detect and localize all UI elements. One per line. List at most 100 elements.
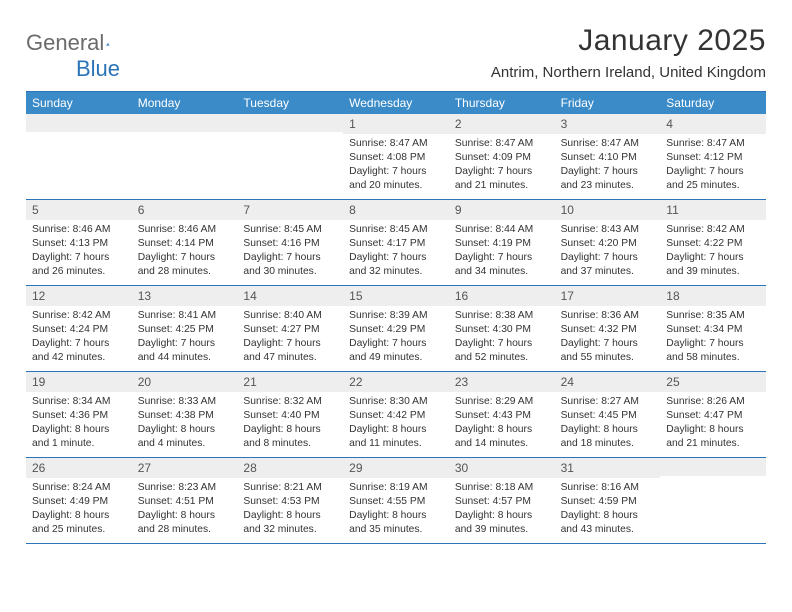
day-body: Sunrise: 8:27 AMSunset: 4:45 PMDaylight:… [555, 392, 661, 457]
sunset-line: Sunset: 4:47 PM [666, 409, 760, 423]
sunset-line: Sunset: 4:29 PM [349, 323, 443, 337]
sunset-line: Sunset: 4:19 PM [455, 237, 549, 251]
weekday-header-row: SundayMondayTuesdayWednesdayThursdayFrid… [26, 92, 766, 114]
sunset-line: Sunset: 4:38 PM [138, 409, 232, 423]
sunset-line: Sunset: 4:25 PM [138, 323, 232, 337]
day-cell: 17Sunrise: 8:36 AMSunset: 4:32 PMDayligh… [555, 286, 661, 371]
day-cell: 14Sunrise: 8:40 AMSunset: 4:27 PMDayligh… [237, 286, 343, 371]
sunrise-line: Sunrise: 8:18 AM [455, 481, 549, 495]
day-body: Sunrise: 8:33 AMSunset: 4:38 PMDaylight:… [132, 392, 238, 457]
day-body: Sunrise: 8:45 AMSunset: 4:16 PMDaylight:… [237, 220, 343, 285]
sunrise-line: Sunrise: 8:46 AM [32, 223, 126, 237]
sunrise-line: Sunrise: 8:47 AM [666, 137, 760, 151]
daylight-line: Daylight: 8 hours and 14 minutes. [455, 423, 549, 451]
week-row: 12Sunrise: 8:42 AMSunset: 4:24 PMDayligh… [26, 286, 766, 372]
page-title: January 2025 [491, 24, 766, 58]
day-body: Sunrise: 8:41 AMSunset: 4:25 PMDaylight:… [132, 306, 238, 371]
sunrise-line: Sunrise: 8:45 AM [349, 223, 443, 237]
day-number: 15 [343, 286, 449, 306]
sunrise-line: Sunrise: 8:47 AM [561, 137, 655, 151]
day-cell: 2Sunrise: 8:47 AMSunset: 4:09 PMDaylight… [449, 114, 555, 199]
week-row: 1Sunrise: 8:47 AMSunset: 4:08 PMDaylight… [26, 114, 766, 200]
day-number: 20 [132, 372, 238, 392]
week-row: 5Sunrise: 8:46 AMSunset: 4:13 PMDaylight… [26, 200, 766, 286]
sunset-line: Sunset: 4:20 PM [561, 237, 655, 251]
day-number: 12 [26, 286, 132, 306]
sunrise-line: Sunrise: 8:32 AM [243, 395, 337, 409]
daylight-line: Daylight: 8 hours and 25 minutes. [32, 509, 126, 537]
sunrise-line: Sunrise: 8:27 AM [561, 395, 655, 409]
sunrise-line: Sunrise: 8:34 AM [32, 395, 126, 409]
sunset-line: Sunset: 4:43 PM [455, 409, 549, 423]
day-cell: 29Sunrise: 8:19 AMSunset: 4:55 PMDayligh… [343, 458, 449, 543]
day-body: Sunrise: 8:47 AMSunset: 4:09 PMDaylight:… [449, 134, 555, 199]
sunset-line: Sunset: 4:30 PM [455, 323, 549, 337]
sunset-line: Sunset: 4:53 PM [243, 495, 337, 509]
day-number: 6 [132, 200, 238, 220]
daylight-line: Daylight: 7 hours and 20 minutes. [349, 165, 443, 193]
day-cell: 16Sunrise: 8:38 AMSunset: 4:30 PMDayligh… [449, 286, 555, 371]
sunset-line: Sunset: 4:59 PM [561, 495, 655, 509]
daylight-line: Daylight: 7 hours and 58 minutes. [666, 337, 760, 365]
day-cell: 18Sunrise: 8:35 AMSunset: 4:34 PMDayligh… [660, 286, 766, 371]
day-number: 21 [237, 372, 343, 392]
day-number: 29 [343, 458, 449, 478]
daylight-line: Daylight: 7 hours and 49 minutes. [349, 337, 443, 365]
daylight-line: Daylight: 7 hours and 30 minutes. [243, 251, 337, 279]
day-number: 8 [343, 200, 449, 220]
day-cell: 12Sunrise: 8:42 AMSunset: 4:24 PMDayligh… [26, 286, 132, 371]
sunrise-line: Sunrise: 8:44 AM [455, 223, 549, 237]
day-cell: 5Sunrise: 8:46 AMSunset: 4:13 PMDaylight… [26, 200, 132, 285]
day-body: Sunrise: 8:47 AMSunset: 4:08 PMDaylight:… [343, 134, 449, 199]
daylight-line: Daylight: 8 hours and 43 minutes. [561, 509, 655, 537]
sunset-line: Sunset: 4:55 PM [349, 495, 443, 509]
daylight-line: Daylight: 8 hours and 35 minutes. [349, 509, 443, 537]
daylight-line: Daylight: 8 hours and 39 minutes. [455, 509, 549, 537]
day-cell: 7Sunrise: 8:45 AMSunset: 4:16 PMDaylight… [237, 200, 343, 285]
sunset-line: Sunset: 4:27 PM [243, 323, 337, 337]
calendar: SundayMondayTuesdayWednesdayThursdayFrid… [26, 91, 766, 544]
day-number: 2 [449, 114, 555, 134]
sunrise-line: Sunrise: 8:47 AM [455, 137, 549, 151]
day-number: 13 [132, 286, 238, 306]
sunrise-line: Sunrise: 8:40 AM [243, 309, 337, 323]
sunset-line: Sunset: 4:32 PM [561, 323, 655, 337]
day-cell: 27Sunrise: 8:23 AMSunset: 4:51 PMDayligh… [132, 458, 238, 543]
day-body: Sunrise: 8:21 AMSunset: 4:53 PMDaylight:… [237, 478, 343, 543]
daylight-line: Daylight: 7 hours and 23 minutes. [561, 165, 655, 193]
day-body: Sunrise: 8:46 AMSunset: 4:13 PMDaylight:… [26, 220, 132, 285]
day-number: 19 [26, 372, 132, 392]
day-cell: 6Sunrise: 8:46 AMSunset: 4:14 PMDaylight… [132, 200, 238, 285]
sunrise-line: Sunrise: 8:42 AM [666, 223, 760, 237]
day-number: 11 [660, 200, 766, 220]
sunrise-line: Sunrise: 8:41 AM [138, 309, 232, 323]
sunrise-line: Sunrise: 8:29 AM [455, 395, 549, 409]
day-cell: 4Sunrise: 8:47 AMSunset: 4:12 PMDaylight… [660, 114, 766, 199]
day-number: 22 [343, 372, 449, 392]
weeks-container: 1Sunrise: 8:47 AMSunset: 4:08 PMDaylight… [26, 114, 766, 544]
daylight-line: Daylight: 8 hours and 1 minute. [32, 423, 126, 451]
daylight-line: Daylight: 7 hours and 32 minutes. [349, 251, 443, 279]
weekday-header: Tuesday [237, 92, 343, 114]
day-cell: 13Sunrise: 8:41 AMSunset: 4:25 PMDayligh… [132, 286, 238, 371]
logo-text-2: Blue [76, 56, 120, 82]
day-body: Sunrise: 8:40 AMSunset: 4:27 PMDaylight:… [237, 306, 343, 371]
day-cell: 22Sunrise: 8:30 AMSunset: 4:42 PMDayligh… [343, 372, 449, 457]
weekday-header: Monday [132, 92, 238, 114]
day-body: Sunrise: 8:36 AMSunset: 4:32 PMDaylight:… [555, 306, 661, 371]
sunrise-line: Sunrise: 8:39 AM [349, 309, 443, 323]
day-body: Sunrise: 8:35 AMSunset: 4:34 PMDaylight:… [660, 306, 766, 371]
week-row: 26Sunrise: 8:24 AMSunset: 4:49 PMDayligh… [26, 458, 766, 544]
day-number: 4 [660, 114, 766, 134]
day-cell: 3Sunrise: 8:47 AMSunset: 4:10 PMDaylight… [555, 114, 661, 199]
day-body [237, 132, 343, 184]
day-body [660, 476, 766, 528]
day-cell: 15 Sunrise: 8:39 AMSunset: 4:29 PMDayligh… [343, 286, 449, 371]
daylight-line: Daylight: 7 hours and 47 minutes. [243, 337, 337, 365]
sunrise-line: Sunrise: 8:16 AM [561, 481, 655, 495]
daylight-line: Daylight: 7 hours and 26 minutes. [32, 251, 126, 279]
day-body [26, 132, 132, 184]
day-body: Sunrise: 8:42 AMSunset: 4:24 PMDaylight:… [26, 306, 132, 371]
daylight-line: Daylight: 8 hours and 21 minutes. [666, 423, 760, 451]
day-cell: 10Sunrise: 8:43 AMSunset: 4:20 PMDayligh… [555, 200, 661, 285]
